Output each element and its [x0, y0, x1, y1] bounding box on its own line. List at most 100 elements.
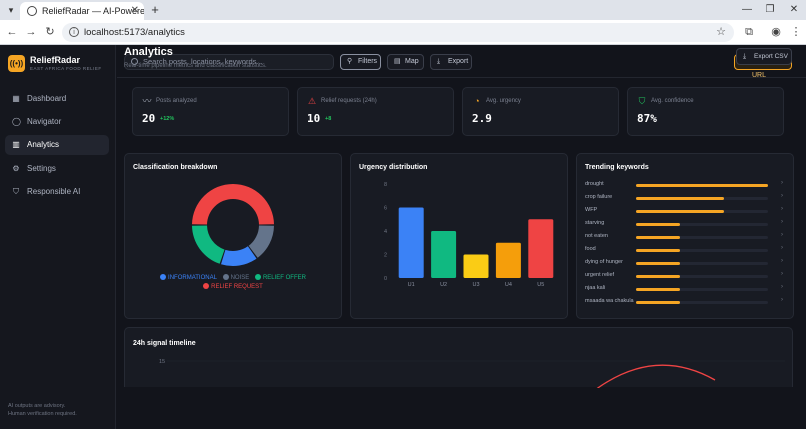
sidebar-item-settings[interactable]: ⚙ Settings — [5, 159, 109, 179]
keyword-row[interactable]: dying of hunger › — [585, 259, 785, 269]
export-csv-label: Export CSV — [754, 53, 788, 60]
stat-label: Avg. urgency — [486, 98, 521, 104]
disclaimer-line: AI outputs are advisory. — [8, 402, 108, 410]
page-title: Analytics — [124, 46, 173, 58]
bar-u1[interactable] — [399, 208, 424, 279]
sidebar-item-responsible-ai[interactable]: ⛉ Responsible AI — [5, 182, 109, 202]
x-tick-label: U2 — [440, 282, 447, 288]
chevron-right-icon[interactable]: › — [781, 180, 783, 186]
browser-tabbar: ▾ ReliefRadar — AI-Powered Food ✕ + — ❐ … — [0, 0, 806, 20]
sidebar-item-analytics[interactable]: ▥ Analytics — [5, 135, 109, 155]
disclaimer-line: Human verification required. — [8, 410, 108, 418]
url-field[interactable]: i localhost:5173/analytics — [62, 23, 734, 42]
tab-close-icon[interactable]: ✕ — [131, 2, 139, 20]
keyword-row[interactable]: food › — [585, 246, 785, 256]
new-tab-icon[interactable]: + — [148, 2, 162, 18]
stat-label: Avg. confidence — [651, 98, 694, 104]
bar-u3[interactable] — [464, 255, 489, 279]
map-icon: ▤ — [394, 55, 401, 69]
keyword-track — [636, 223, 768, 226]
bar-u4[interactable] — [496, 243, 521, 278]
keyword-row[interactable]: njaa kali › — [585, 285, 785, 295]
donut-slice[interactable] — [192, 225, 225, 263]
sidebar: ((•)) ReliefRadar EAST AFRICA FOOD RELIE… — [0, 45, 116, 429]
back-icon[interactable]: ← — [5, 25, 19, 39]
donut-slice[interactable] — [221, 246, 257, 266]
keyword-row[interactable]: drought › — [585, 181, 785, 191]
keyword-bar — [636, 236, 680, 239]
urgency-panel: Urgency distribution 0 2 4 6 8 U1 U2 U3 U4 U5 — [350, 153, 568, 319]
site-info-icon[interactable]: i — [69, 27, 79, 37]
export-label: Export — [448, 58, 468, 65]
filter-icon: ⚲ — [347, 55, 352, 69]
tab-search-icon[interactable]: ▾ — [4, 3, 18, 17]
keyword-label: urgent relief — [585, 272, 635, 279]
pulse-icon: 〰 — [142, 96, 152, 106]
legend-dot — [203, 283, 209, 289]
filters-button[interactable]: ⚲ Filters — [340, 54, 381, 70]
chevron-right-icon[interactable]: › — [781, 193, 783, 199]
chevron-right-icon[interactable]: › — [781, 297, 783, 303]
chevron-right-icon[interactable]: › — [781, 219, 783, 225]
export-button[interactable]: ⤓ Export — [430, 54, 472, 70]
stat-card-relief-requests: ⚠ Relief requests (24h) 10 +8 — [297, 87, 454, 136]
url-text: localhost:5173/analytics — [84, 27, 185, 38]
keyword-bar — [636, 249, 680, 252]
close-window-icon[interactable]: ✕ — [787, 3, 801, 17]
keyword-row[interactable]: WFP › — [585, 207, 785, 217]
download-icon: ⤓ — [743, 49, 746, 64]
menu-icon[interactable]: ⋮ — [789, 25, 803, 39]
chevron-right-icon[interactable]: › — [781, 245, 783, 251]
keyword-track — [636, 262, 768, 265]
timeline-y-tick: 15 — [159, 359, 165, 365]
chevron-right-icon[interactable]: › — [781, 232, 783, 238]
chevron-right-icon[interactable]: › — [781, 284, 783, 290]
donut-slice[interactable] — [192, 184, 274, 225]
ai-disclaimer: AI outputs are advisory. Human verificat… — [8, 402, 108, 418]
brand[interactable]: ((•)) ReliefRadar EAST AFRICA FOOD RELIE… — [8, 54, 112, 74]
reload-icon[interactable]: ↻ — [43, 25, 57, 39]
y-tick-label: 2 — [384, 253, 387, 259]
gauge-icon: ◔ — [472, 96, 482, 106]
chevron-right-icon[interactable]: › — [781, 271, 783, 277]
keyword-label: crop failure — [585, 194, 635, 201]
y-tick-label: 8 — [384, 182, 387, 188]
star-icon[interactable]: ☆ — [714, 25, 728, 39]
keyword-row[interactable]: msaada wa chakula › — [585, 298, 785, 308]
chevron-right-icon[interactable]: › — [781, 258, 783, 264]
extensions-icon[interactable]: ⧉ — [742, 25, 756, 39]
address-bar: ← → ↻ i localhost:5173/analytics ☆ ⧉ ◉ ⋮ — [0, 20, 806, 45]
stat-value: 20 — [142, 112, 155, 125]
keyword-row[interactable]: not eaten › — [585, 233, 785, 243]
profile-icon[interactable]: ◉ — [769, 25, 783, 39]
map-button[interactable]: ▤ Map — [387, 54, 424, 70]
page-subtitle: Real-time pipeline metrics and classific… — [124, 63, 267, 69]
keyword-row[interactable]: starving › — [585, 220, 785, 230]
legend-item: RELIEF REQUEST — [203, 283, 263, 292]
restore-icon[interactable]: ❐ — [763, 3, 777, 17]
sidebar-item-navigator[interactable]: ◯ Navigator — [5, 112, 109, 132]
forward-icon[interactable]: → — [24, 25, 38, 39]
bar-u2[interactable] — [431, 231, 456, 278]
download-icon: ⤓ — [437, 55, 440, 69]
chevron-right-icon[interactable]: › — [781, 206, 783, 212]
sidebar-item-dashboard[interactable]: ▦ Dashboard — [5, 89, 109, 109]
stat-label: Posts analyzed — [156, 98, 197, 104]
minimize-icon[interactable]: — — [740, 3, 754, 17]
keyword-row[interactable]: urgent relief › — [585, 272, 785, 282]
classification-panel: Classification breakdown INFORMATIONAL N… — [124, 153, 342, 319]
y-tick-label: 6 — [384, 206, 387, 212]
panel-title: Trending keywords — [585, 164, 649, 171]
export-csv-button[interactable]: ⤓ Export CSV — [736, 48, 792, 65]
globe-icon — [27, 6, 37, 16]
alert-triangle-icon: ⚠ — [307, 96, 317, 106]
keywords-panel: Trending keywords drought › crop failure › W… — [576, 153, 794, 319]
keyword-label: dying of hunger — [585, 259, 635, 266]
stat-value: 10 — [307, 112, 320, 125]
keyword-label: not eaten — [585, 233, 635, 240]
bar-u5[interactable] — [528, 219, 553, 278]
stat-delta: +8 — [325, 116, 331, 122]
browser-tab[interactable]: ReliefRadar — AI-Powered Food ✕ — [20, 2, 144, 20]
keyword-label: njaa kali — [585, 285, 635, 292]
keyword-row[interactable]: crop failure › — [585, 194, 785, 204]
